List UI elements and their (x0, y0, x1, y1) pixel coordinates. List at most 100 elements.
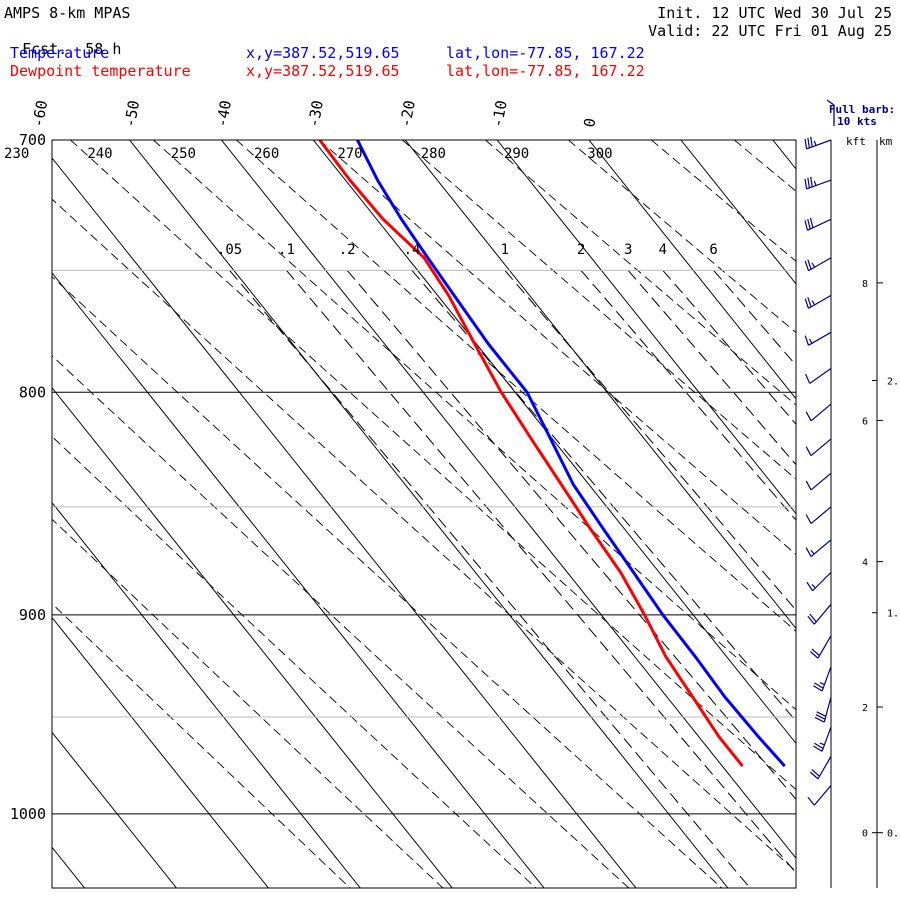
wind-barb (814, 696, 832, 723)
kft-tick-label: 8 (862, 279, 868, 290)
isotherm-label: -40 (213, 99, 235, 129)
mixing-ratio-line (229, 270, 751, 888)
mixing-ratio-label: .4 (404, 242, 421, 258)
mixing-ratio-line (286, 270, 796, 874)
dry-adiabat-line (153, 140, 796, 711)
dry-adiabat-label: 250 (171, 146, 196, 162)
dry-adiabat-label: 270 (337, 146, 362, 162)
dry-adiabat-line (485, 140, 796, 406)
isotherm-line (404, 140, 796, 630)
dry-adiabat-label: 240 (87, 146, 112, 162)
wind-barb (804, 136, 832, 150)
dry-adiabat-label: 260 (254, 146, 279, 162)
valid-time: Valid: 22 UTC Fri 01 Aug 25 (648, 22, 892, 40)
dry-adiabat-line (52, 603, 351, 888)
dry-adiabat-line (52, 198, 796, 872)
pressure-tick-label: 800 (19, 383, 46, 401)
dry-adiabat-line (817, 140, 900, 888)
isotherm-line (312, 140, 796, 745)
wind-barb (804, 217, 832, 231)
km-tick-label: 1. (887, 609, 899, 620)
isotherm-label: 0 (580, 117, 599, 129)
pressure-tick-label: 1000 (10, 805, 46, 823)
mixing-ratio-line (504, 270, 796, 611)
dry-adiabat-line (52, 276, 723, 888)
init-time: Init. 12 UTC Wed 30 Jul 25 (657, 4, 892, 22)
legend-temperature-xy: x,y=387.52,519.65 (246, 44, 400, 62)
isotherm-label: -60 (29, 99, 51, 129)
wind-barb (805, 472, 832, 491)
isotherm-line (865, 140, 900, 888)
isotherm-label: -20 (396, 99, 418, 129)
legend-dewpoint-latlon: lat,lon=-77.85, 167.22 (446, 62, 645, 80)
km-tick-label: 0. (887, 829, 899, 840)
km-axis-label: km (879, 135, 893, 148)
mixing-ratio-line (346, 270, 796, 801)
isotherm-label: -50 (121, 99, 143, 129)
wind-barb (805, 539, 832, 558)
wind-barb (805, 438, 832, 457)
isotherm-line (52, 616, 269, 888)
pressure-tick-label: 700 (19, 131, 46, 149)
mixing-ratio-label: 1 (501, 242, 509, 258)
wind-barb (805, 368, 832, 384)
wind-barb (806, 571, 832, 592)
mixing-ratio-label: 3 (624, 242, 632, 258)
wind-barb (804, 294, 832, 309)
wind-key-subtitle: 10 kts (837, 115, 877, 128)
wind-key-barb (826, 99, 835, 106)
wind-barb (805, 403, 832, 422)
isotherm-line (588, 140, 796, 400)
isotherm-line (52, 501, 361, 888)
dry-adiabat-label: 290 (504, 146, 529, 162)
kft-tick-label: 6 (862, 416, 868, 427)
wind-barb (804, 331, 832, 346)
wind-barb (809, 756, 832, 780)
pressure-tick-label: 900 (19, 606, 46, 624)
isotherm-line (52, 731, 177, 888)
isotherm-line (52, 157, 637, 888)
wind-barb (807, 784, 832, 806)
isotherm-label: -30 (305, 99, 327, 129)
kft-tick-label: 2 (862, 703, 868, 714)
dry-adiabat-label: 280 (421, 146, 446, 162)
mixing-ratio-line (411, 270, 796, 722)
legend-dewpoint-xy: x,y=387.52,519.65 (246, 62, 400, 80)
wind-barb (804, 176, 832, 190)
dry-adiabat-label: 300 (587, 146, 612, 162)
kft-tick-label: 0 (862, 829, 868, 840)
legend-temperature-name: Temperature (10, 44, 110, 62)
dewpoint-profile-line (318, 140, 744, 768)
dry-adiabat-line (568, 140, 796, 334)
plot-frame (51, 139, 797, 889)
isotherm-line (52, 846, 85, 888)
chart-title: AMPS 8-km MPAS (4, 4, 131, 22)
dry-adiabat-line (402, 140, 796, 480)
isotherm-line (221, 140, 796, 860)
mixing-ratio-line (662, 270, 796, 425)
mixing-ratio-label: 4 (659, 242, 667, 258)
isotherm-line (52, 386, 453, 888)
km-tick-label: 2. (887, 376, 899, 387)
wind-key-title: Full barb: (829, 103, 895, 116)
wind-barb (804, 257, 832, 272)
dry-adiabat-line (734, 140, 796, 192)
kft-tick-label: 4 (862, 558, 868, 569)
wind-barb (813, 726, 832, 752)
mixing-ratio-label: .05 (217, 242, 242, 258)
temperature-profile-line (356, 140, 786, 768)
legend-dewpoint-name: Dewpoint temperature (10, 62, 191, 80)
isotherm-line (52, 272, 545, 888)
dry-adiabat-line (52, 435, 537, 888)
isotherm-label: -10 (488, 99, 510, 129)
wind-barb (809, 635, 832, 659)
dry-adiabat-label: 230 (4, 146, 29, 162)
wind-barb (813, 666, 832, 692)
wind-barb (807, 603, 832, 625)
dry-adiabat-line (52, 518, 444, 888)
mixing-ratio-line (713, 270, 796, 366)
mixing-ratio-line (580, 270, 796, 521)
forecast-value: 58 h (85, 40, 122, 58)
mixing-ratio-label: 6 (709, 242, 717, 258)
